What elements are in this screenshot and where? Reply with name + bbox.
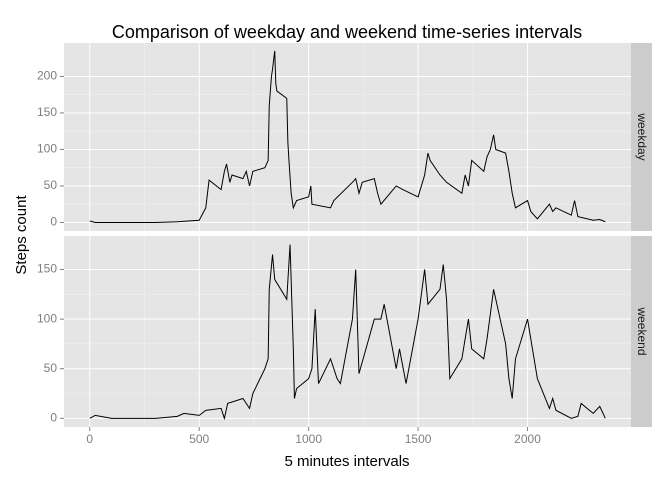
x-tick-label: 1500 xyxy=(405,432,432,446)
data-line xyxy=(89,244,606,421)
x-tick-label: 2000 xyxy=(514,432,541,446)
y-tick-label: 0 xyxy=(50,410,57,424)
panel-background xyxy=(64,43,631,231)
x-tick-label: 500 xyxy=(189,432,209,446)
y-tick-label: 150 xyxy=(37,105,57,119)
facet-label: weekday xyxy=(635,112,649,160)
data-line xyxy=(89,50,606,223)
y-axis-label: Steps count xyxy=(13,195,30,275)
chart-title: Comparison of weekday and weekend time-s… xyxy=(112,22,582,42)
y-tick-label: 50 xyxy=(44,361,58,375)
x-axis-label: 5 minutes intervals xyxy=(284,453,409,470)
y-tick-label: 200 xyxy=(37,69,57,83)
y-tick-label: 0 xyxy=(50,215,57,229)
y-tick-label: 100 xyxy=(37,142,57,156)
x-tick-label: 1000 xyxy=(295,432,322,446)
y-tick-label: 100 xyxy=(37,311,57,325)
facet-strip xyxy=(631,43,652,231)
x-tick-label: 0 xyxy=(86,432,93,446)
y-tick-label: 150 xyxy=(37,262,57,276)
facet-label: weekend xyxy=(635,306,649,355)
facet-strip xyxy=(631,236,652,427)
y-tick-label: 50 xyxy=(44,178,58,192)
panel-background xyxy=(64,236,631,427)
